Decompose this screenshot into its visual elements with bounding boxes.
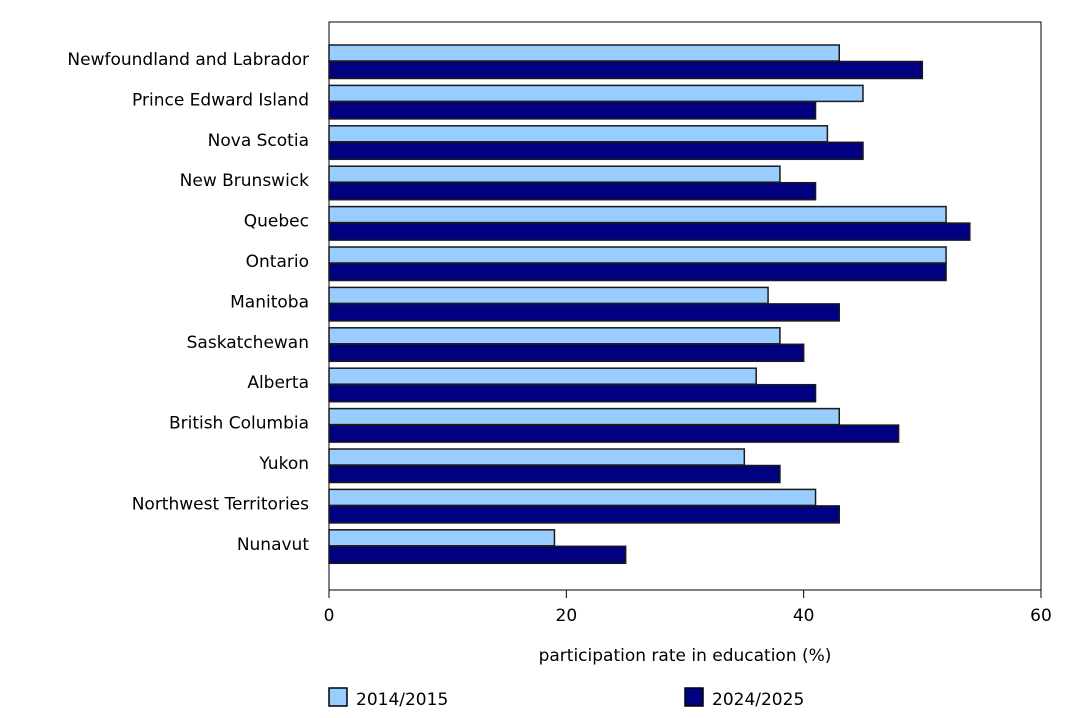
bar-2014-2015 [328,529,556,547]
category-label: Saskatchewan [187,333,309,353]
legend-label: 2014/2015 [356,690,448,710]
bar-2024-2025 [328,60,924,80]
bar-2024-2025 [328,222,971,241]
bar-2024-2025 [328,383,817,403]
bar-2024-2025 [328,343,805,363]
category-label: Ontario [246,252,309,272]
x-axis-label: participation rate in education (%) [539,646,832,666]
category-label: Prince Edward Island [132,90,309,110]
category-label: British Columbia [169,414,309,434]
bar-2014-2015 [328,448,746,466]
x-tick-label: 20 [556,606,578,626]
bar-2024-2025 [328,101,817,120]
bar-2014-2015 [328,367,757,385]
category-label: Quebec [244,212,309,232]
category-label: New Brunswick [180,171,310,191]
bar-2014-2015 [328,327,781,345]
category-label: Nova Scotia [208,131,309,151]
bar-2014-2015 [328,84,864,103]
x-tick-label: 40 [793,606,815,626]
bar-2024-2025 [328,303,841,322]
category-label: Alberta [247,373,309,393]
bar-2014-2015 [328,246,947,264]
x-tick-label: 0 [324,606,335,626]
bar-2014-2015 [328,165,781,183]
bar-2014-2015 [328,44,841,62]
category-label: Northwest Territories [132,494,309,514]
bar-2014-2015 [328,286,769,305]
bar-2014-2015 [328,488,817,507]
bar-2014-2015 [328,205,947,224]
legend-swatch [684,687,704,707]
legend-label: 2024/2025 [712,690,804,710]
category-label: Nunavut [237,535,310,555]
category-label: Manitoba [230,292,309,312]
bar-2024-2025 [328,262,947,282]
bar-2024-2025 [328,181,817,201]
bar-2014-2015 [328,125,829,143]
bar-2024-2025 [328,424,900,443]
category-label: Newfoundland and Labrador [67,50,309,70]
bar-2024-2025 [328,545,627,565]
bar-2014-2015 [328,407,841,426]
x-tick-label: 60 [1030,606,1052,626]
bar-2024-2025 [328,505,841,524]
bar-2024-2025 [328,464,781,484]
legend-swatch [328,687,348,707]
bar-2024-2025 [328,141,864,161]
category-label: Yukon [258,454,309,474]
